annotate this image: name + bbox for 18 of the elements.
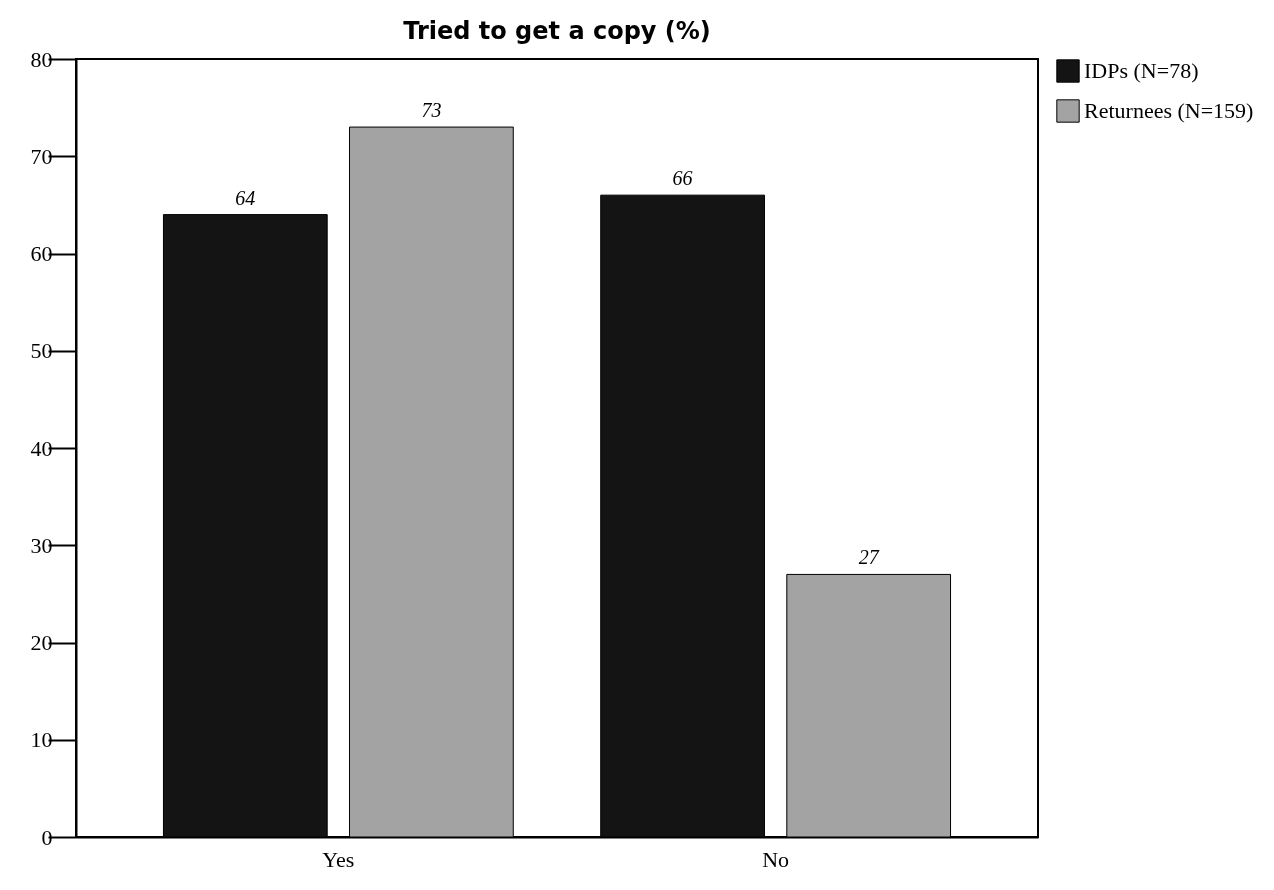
y-tick-label: 20 bbox=[30, 630, 53, 655]
x-tick-label: No bbox=[762, 846, 790, 872]
y-tick-label: 80 bbox=[30, 46, 53, 72]
legend-label: IDPs (N=78) bbox=[1084, 58, 1199, 83]
y-tick-label: 60 bbox=[30, 241, 53, 266]
data-label: 27 bbox=[858, 546, 880, 569]
y-tick-label: 10 bbox=[30, 727, 53, 753]
data-label: 64 bbox=[235, 186, 256, 209]
data-label: 66 bbox=[672, 167, 693, 190]
y-tick-label: 40 bbox=[30, 435, 53, 461]
y-tick-label: 30 bbox=[30, 532, 53, 558]
y-tick-label: 70 bbox=[30, 143, 53, 169]
data-label: 73 bbox=[421, 99, 442, 122]
y-tick-label: 0 bbox=[41, 824, 53, 850]
x-tick-label: Yes bbox=[322, 846, 355, 872]
legend-label: Returnees (N=159) bbox=[1084, 98, 1254, 123]
y-tick-label: 50 bbox=[30, 338, 53, 364]
chart-title: Tried to get a copy (%) bbox=[403, 17, 711, 45]
